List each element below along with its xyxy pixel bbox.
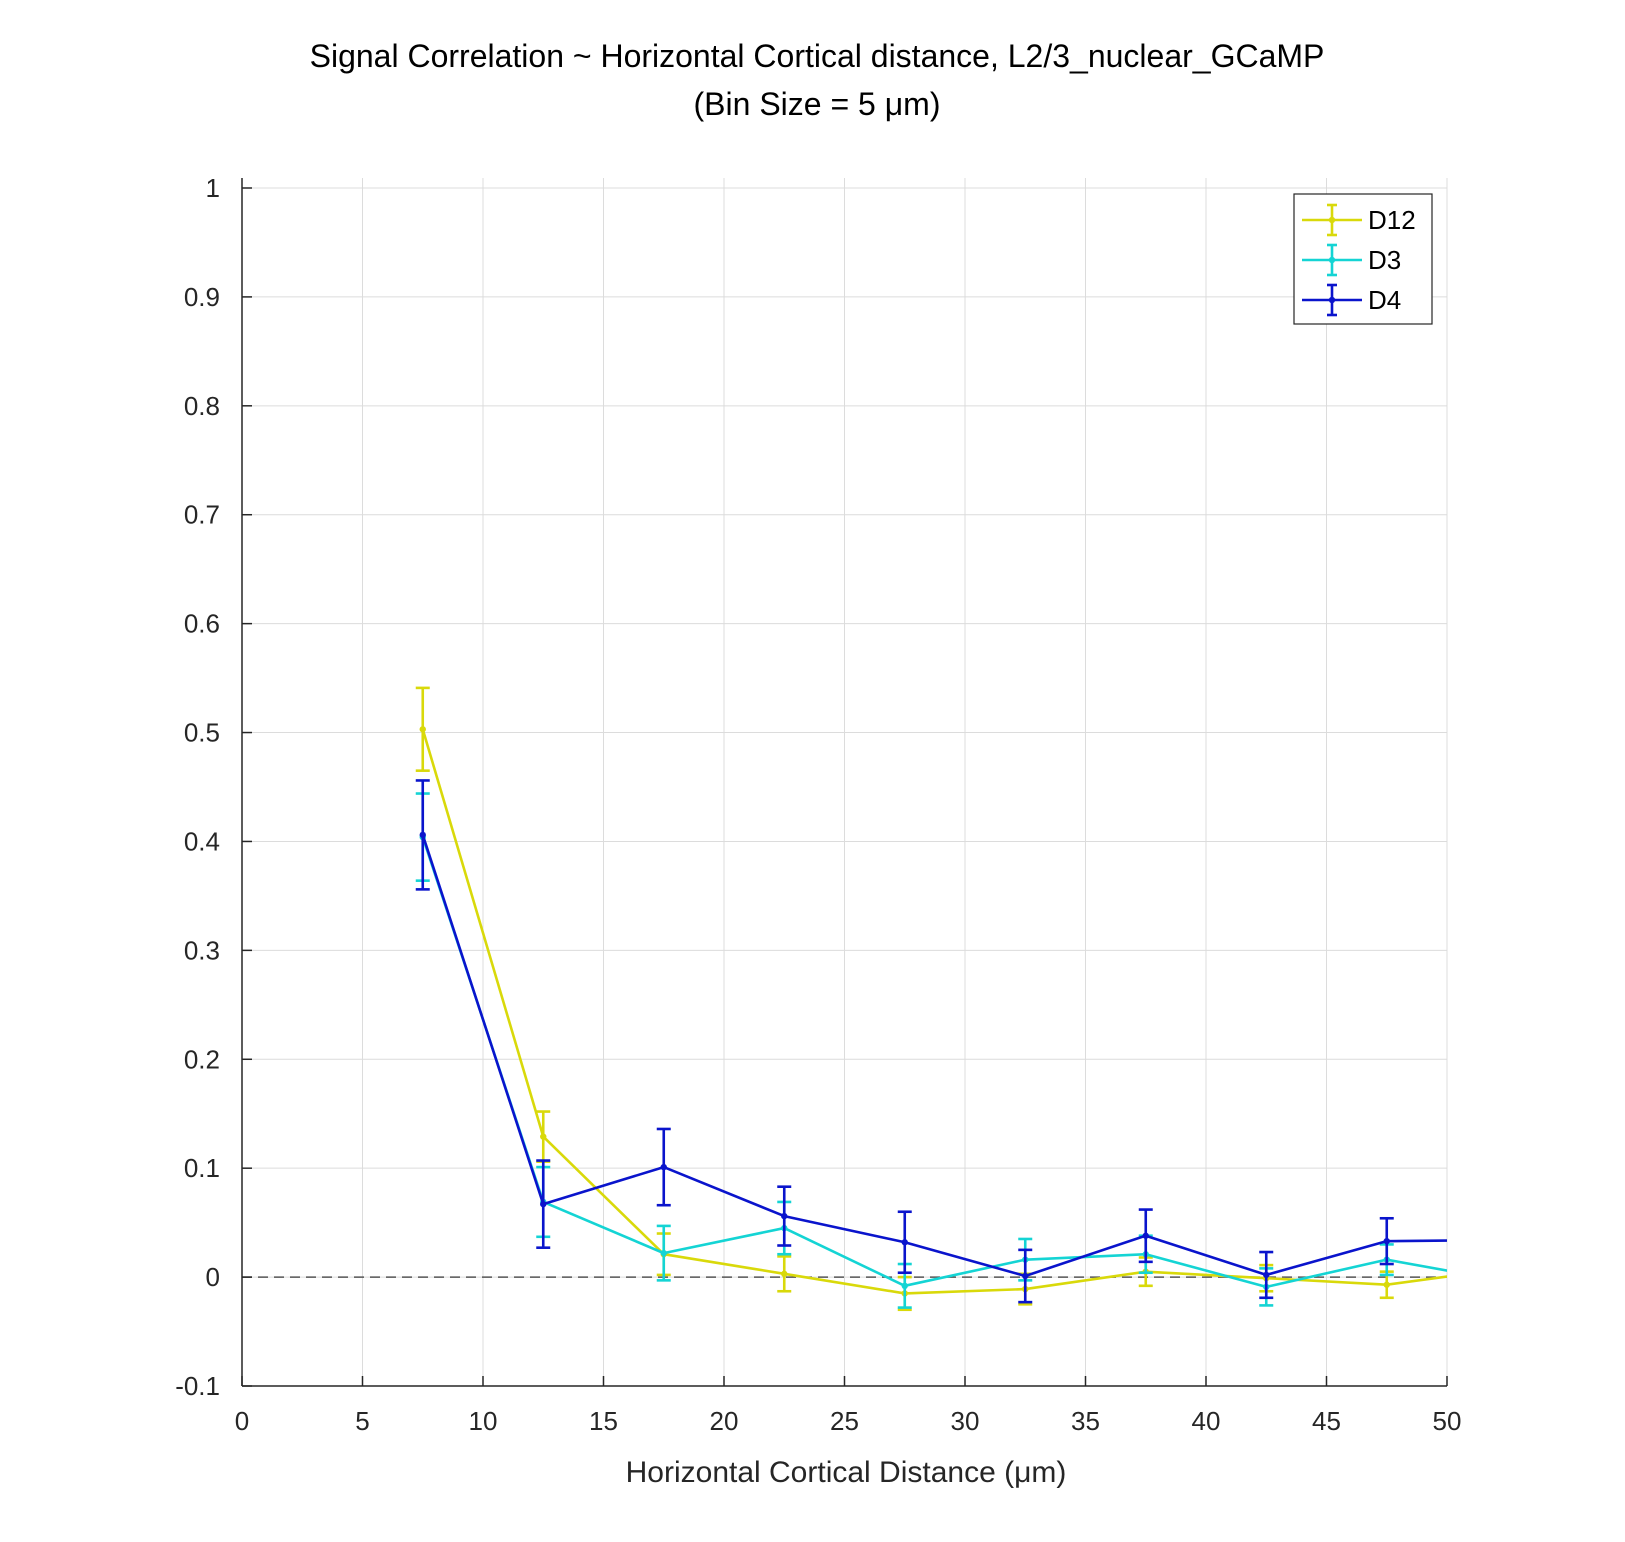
y-tick-label: 0.8 xyxy=(184,391,220,421)
y-tick-label: 0 xyxy=(206,1262,220,1292)
legend-item-d4: D4 xyxy=(1302,283,1401,317)
data-point xyxy=(419,831,426,839)
y-tick-label: 0.6 xyxy=(184,609,220,639)
data-point xyxy=(1022,1272,1029,1280)
x-tick-label: 45 xyxy=(1312,1406,1341,1436)
y-tick-label: 0.3 xyxy=(184,935,220,965)
data-point xyxy=(660,1163,667,1171)
data-point xyxy=(540,1133,547,1140)
data-point xyxy=(1383,1281,1390,1288)
y-tick-label: 0.4 xyxy=(184,826,220,856)
y-tick-label: 0.9 xyxy=(184,282,220,312)
data-point xyxy=(781,1270,788,1278)
axes xyxy=(241,178,1448,1387)
legend-marker xyxy=(1328,296,1336,304)
y-tick-label: 0.7 xyxy=(184,500,220,530)
series-group xyxy=(415,686,1510,1312)
data-point xyxy=(1504,1278,1510,1284)
chart-subtitle: (Bin Size = 5 μm) xyxy=(694,86,941,122)
legend-marker xyxy=(1328,256,1336,264)
series-line xyxy=(421,836,1447,1289)
x-tick-label: 20 xyxy=(710,1406,739,1436)
x-axis-label: Horizontal Cortical Distance (μm) xyxy=(626,1456,1067,1489)
tick-labels: 0 5 10 15 20 25 30 35 40 45 50 -0.1 0 0.1 0.2 0.3 0.4 0.5… xyxy=(175,173,1461,1436)
x-tick-label: 5 xyxy=(355,1406,369,1436)
data-point xyxy=(660,1249,667,1257)
data-point xyxy=(1383,1237,1390,1245)
data-point xyxy=(1504,1237,1510,1243)
legend-item-d12: D12 xyxy=(1302,203,1416,237)
series-line xyxy=(421,728,1447,1295)
x-tick-label: 0 xyxy=(235,1406,249,1436)
y-tick-label: 0.2 xyxy=(184,1044,220,1074)
data-point xyxy=(901,1282,908,1290)
x-tick-label: 40 xyxy=(1192,1406,1221,1436)
y-tick-label: 0.1 xyxy=(184,1153,220,1183)
data-point xyxy=(419,726,426,733)
series-d4 xyxy=(415,779,1510,1304)
x-tick-label: 25 xyxy=(830,1406,859,1436)
data-point xyxy=(901,1239,908,1246)
x-tick-label: 35 xyxy=(1071,1406,1100,1436)
series-line xyxy=(421,834,1447,1278)
y-tick-label: 1 xyxy=(206,173,220,203)
x-tick-label: 10 xyxy=(469,1406,498,1436)
data-point xyxy=(1263,1271,1270,1279)
x-tick-label: 30 xyxy=(951,1406,980,1436)
y-tick-label: 0.5 xyxy=(184,718,220,748)
data-point xyxy=(540,1200,547,1208)
legend-marker xyxy=(1328,216,1336,224)
legend: D12 D3 D4 xyxy=(1293,193,1433,325)
chart-title: Signal Correlation ~ Horizontal Cortical… xyxy=(310,38,1325,74)
legend-label: D12 xyxy=(1368,205,1416,235)
data-point xyxy=(1504,1265,1510,1271)
data-point xyxy=(1142,1232,1149,1239)
x-tick-label: 50 xyxy=(1433,1406,1462,1436)
x-tick-label: 15 xyxy=(589,1406,618,1436)
legend-label: D4 xyxy=(1368,285,1401,315)
legend-label: D3 xyxy=(1368,245,1401,275)
y-tick-label: -0.1 xyxy=(175,1371,220,1401)
data-point xyxy=(781,1212,788,1220)
legend-item-d3: D3 xyxy=(1302,243,1401,277)
series-d3 xyxy=(415,792,1510,1309)
